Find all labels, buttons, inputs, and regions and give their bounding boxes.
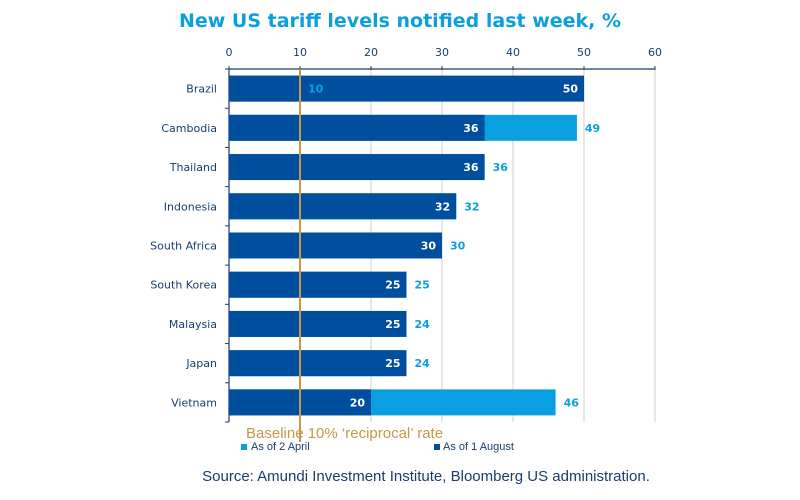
data-label-2-april: 24 (415, 318, 431, 331)
bar-1-august (229, 271, 407, 298)
legend-swatch-1-august (434, 444, 440, 450)
data-label-1-august: 50 (563, 83, 579, 96)
bar-1-august (229, 310, 407, 337)
data-label-1-august: 36 (463, 122, 479, 135)
data-label-1-august: 32 (435, 200, 450, 213)
data-label-2-april: 49 (585, 122, 600, 135)
bar-1-august (229, 75, 584, 102)
chart-title: New US tariff levels notified last week,… (178, 10, 622, 32)
data-label-2-april: 46 (564, 396, 580, 409)
category-label: Vietnam (171, 396, 217, 409)
data-label-2-april: 25 (415, 279, 430, 292)
x-tick-label: 20 (364, 46, 378, 59)
data-label-2-april: 24 (415, 357, 431, 370)
x-tick-label: 50 (577, 46, 591, 59)
bar-1-august (229, 193, 457, 220)
x-tick-label: 0 (226, 46, 233, 59)
x-tick-label: 30 (435, 46, 449, 59)
category-label: Brazil (186, 83, 217, 96)
category-label: Cambodia (161, 122, 217, 135)
data-label-1-august: 25 (385, 357, 400, 370)
bar-1-august (229, 154, 485, 181)
data-label-1-august: 25 (385, 318, 400, 331)
legend-swatch-2-april (241, 444, 247, 450)
category-label: Thailand (169, 161, 217, 174)
x-tick-label: 10 (293, 46, 307, 59)
legend-label-2-april: As of 2 April (251, 441, 310, 453)
bar-1-august (229, 232, 442, 259)
data-label-2-april: 32 (464, 200, 479, 213)
category-label: Japan (185, 357, 217, 370)
data-label-1-august: 25 (385, 279, 400, 292)
data-label-2-april: 10 (308, 83, 324, 96)
bar-1-august (229, 114, 485, 141)
data-label-2-april: 36 (493, 161, 509, 174)
data-label-2-april: 30 (450, 240, 466, 253)
data-label-1-august: 20 (350, 396, 366, 409)
baseline-label: Baseline 10% ‘reciprocal’ rate (246, 425, 443, 442)
category-label: Malaysia (169, 318, 217, 331)
source-note: Source: Amundi Investment Institute, Blo… (202, 468, 650, 485)
x-tick-label: 60 (648, 46, 662, 59)
category-label: South Africa (150, 240, 217, 253)
legend-label-1-august: As of 1 August (443, 441, 514, 453)
data-label-1-august: 30 (421, 240, 437, 253)
category-label: Indonesia (164, 200, 217, 213)
category-label: South Korea (150, 279, 217, 292)
x-tick-label: 40 (506, 46, 520, 59)
data-label-1-august: 36 (463, 161, 479, 174)
bar-1-august (229, 350, 407, 377)
